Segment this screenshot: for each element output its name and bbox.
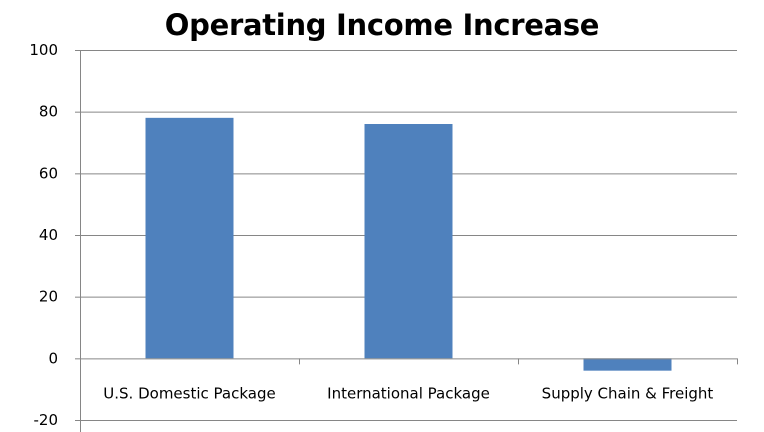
y-tick-label: 0 (48, 349, 58, 367)
y-tick-label: 60 (39, 164, 58, 182)
y-tick-label: 20 (39, 288, 58, 306)
bar (145, 117, 234, 359)
chart-title: Operating Income Increase (164, 8, 600, 42)
y-tick-label: 100 (29, 41, 58, 59)
y-tick-label: 80 (39, 103, 58, 121)
bar (364, 124, 453, 359)
y-tick-label: 40 (39, 226, 58, 244)
y-tick-label: -20 (34, 411, 59, 429)
category-label: U.S. Domestic Package (103, 384, 275, 402)
category-label: Supply Chain & Freight (542, 384, 714, 402)
bar (583, 358, 672, 371)
category-label: International Package (327, 384, 490, 402)
